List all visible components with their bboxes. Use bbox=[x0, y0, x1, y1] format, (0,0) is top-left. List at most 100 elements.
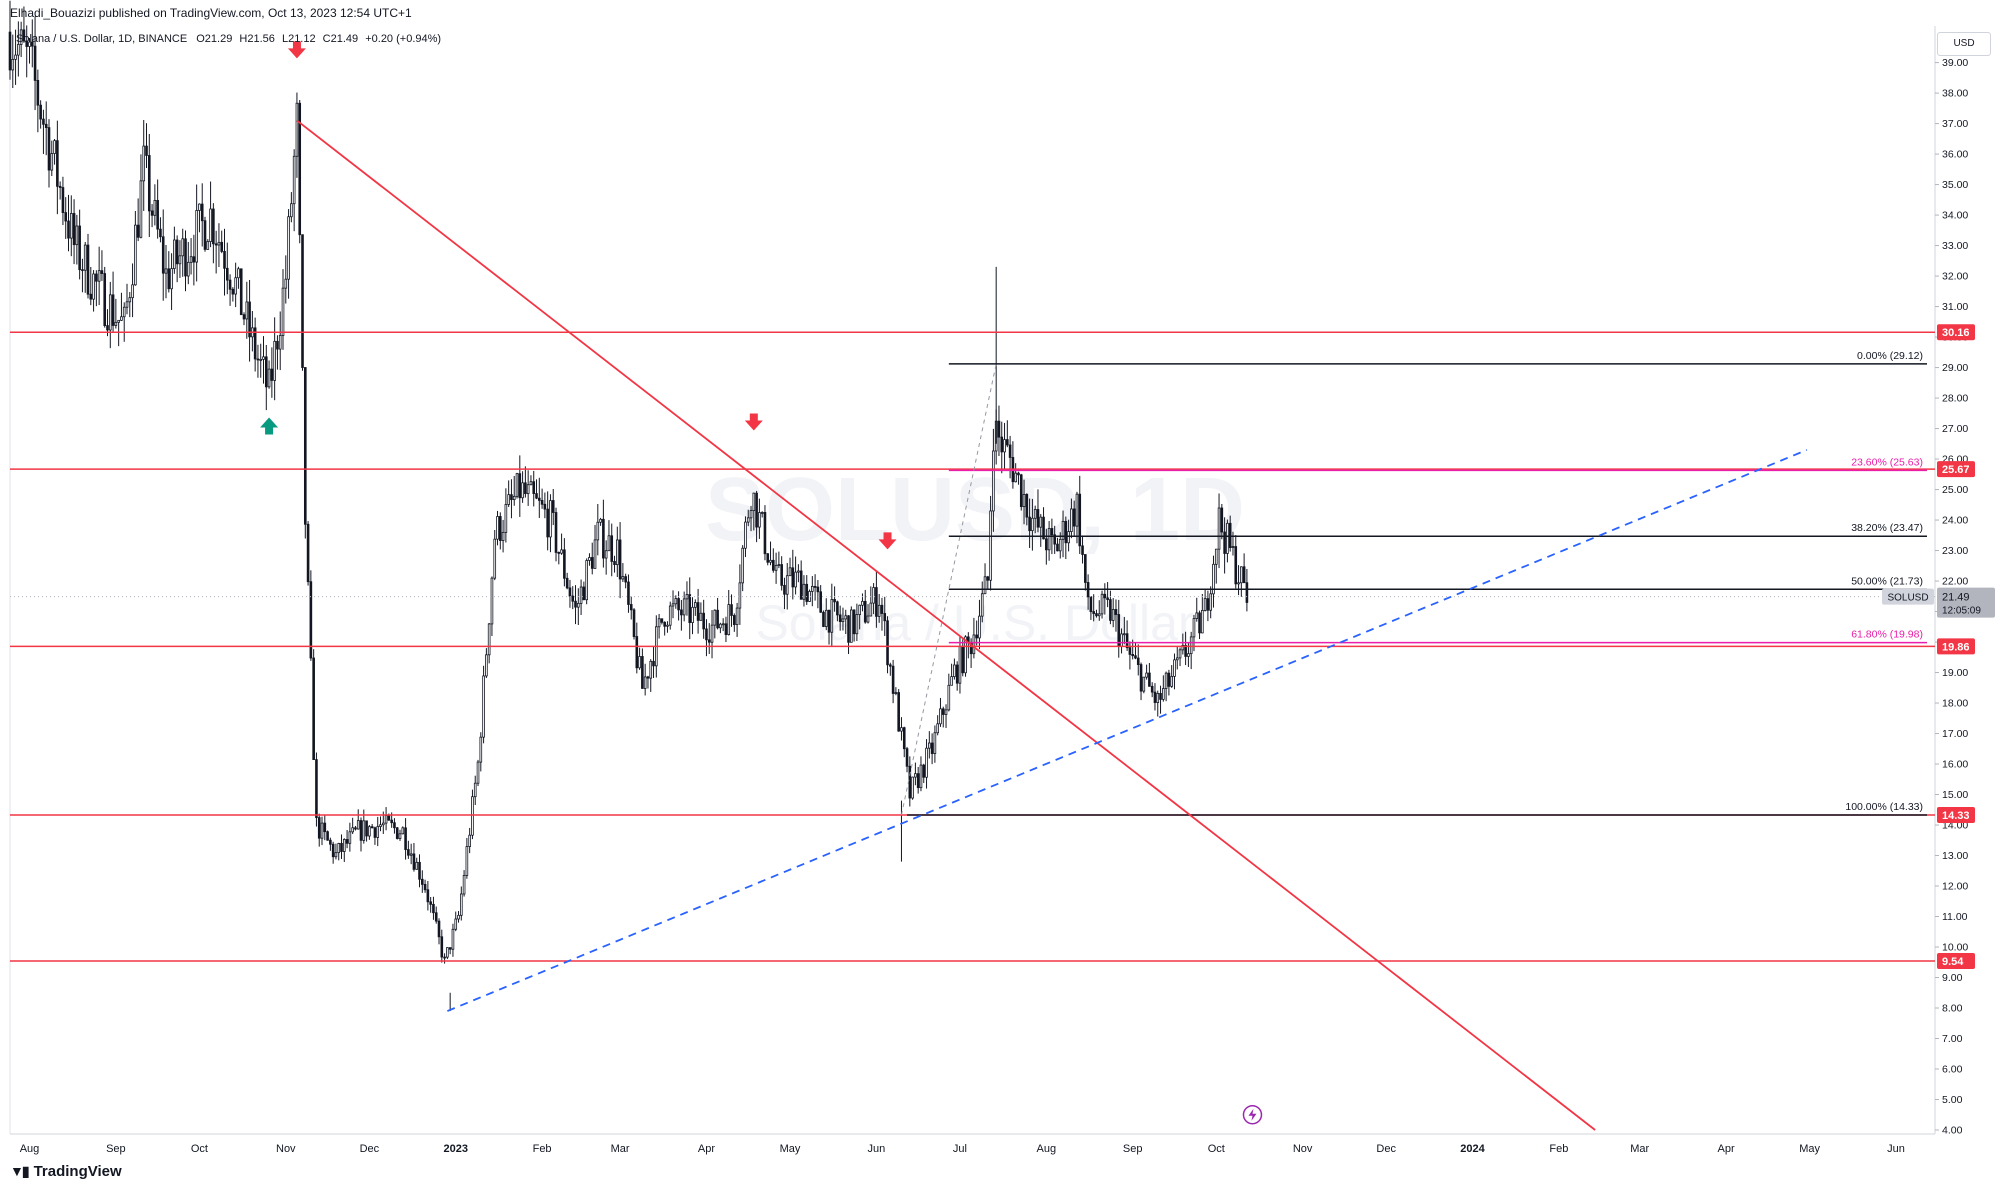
tradingview-logo[interactable]: ▼▮ TradingView bbox=[10, 1163, 122, 1180]
price-tick-label: 11.00 bbox=[1942, 911, 1968, 923]
candle-body bbox=[390, 819, 393, 824]
candle-body bbox=[802, 583, 806, 600]
candle-body bbox=[298, 102, 302, 236]
symbol-tag-box bbox=[1882, 588, 1934, 605]
candle bbox=[788, 557, 792, 577]
candle-body bbox=[108, 294, 112, 331]
time-axis[interactable]: Aug Sep Oct Nov Dec 2023 Feb Mar Apr May Jun Jul Aug… bbox=[20, 1143, 1905, 1155]
candle bbox=[312, 649, 315, 760]
candle-body bbox=[448, 947, 452, 950]
candle-body bbox=[373, 827, 377, 838]
candle-body bbox=[902, 727, 906, 750]
candle-body bbox=[86, 244, 90, 295]
candle-body bbox=[420, 878, 424, 885]
candle bbox=[1095, 609, 1098, 618]
candle-body bbox=[200, 203, 204, 222]
candle-body bbox=[844, 615, 848, 620]
price-tick-label: 25.00 bbox=[1942, 484, 1968, 496]
candle bbox=[524, 466, 527, 498]
candle-body bbox=[1036, 509, 1040, 528]
candle bbox=[602, 499, 605, 568]
symbol-legend[interactable]: Solana / U.S. Dollar, 1D, BINANCE O21.29… bbox=[16, 33, 441, 45]
candle-body bbox=[329, 839, 332, 845]
price-tick-label: 13.00 bbox=[1942, 850, 1968, 862]
candle bbox=[643, 663, 647, 696]
candle-body bbox=[880, 604, 884, 614]
candle-body bbox=[270, 368, 274, 381]
candle-body bbox=[916, 773, 920, 789]
candle-body bbox=[173, 239, 176, 269]
candle-body bbox=[281, 287, 285, 336]
candle bbox=[462, 870, 466, 897]
candle-body bbox=[1045, 538, 1048, 551]
candle bbox=[791, 549, 795, 600]
candle-body bbox=[245, 301, 249, 320]
candle bbox=[1142, 676, 1146, 694]
candle bbox=[259, 343, 263, 378]
candle-body bbox=[290, 203, 293, 218]
fib-trend-trendline[interactable] bbox=[900, 363, 997, 816]
fibonacci-retracement[interactable]: 0.00% (29.12) 23.60% (25.63) 38.20% (23.47… bbox=[907, 350, 1927, 816]
candle bbox=[407, 840, 410, 859]
symbol-description[interactable]: Solana / U.S. Dollar, 1D, BINANCE bbox=[16, 33, 188, 45]
trendlines[interactable] bbox=[296, 119, 1808, 1131]
candle bbox=[1072, 500, 1076, 537]
candle bbox=[922, 763, 926, 784]
candle bbox=[1134, 642, 1137, 660]
level-tag-box bbox=[1937, 638, 1975, 655]
symbol-tag-text: SOLUSD bbox=[1887, 593, 1928, 604]
candle-body bbox=[933, 732, 937, 754]
candle bbox=[22, 6, 26, 43]
candle bbox=[122, 302, 126, 342]
candle bbox=[1092, 594, 1095, 622]
price-tick-label: 35.00 bbox=[1942, 179, 1968, 191]
candle-body bbox=[941, 708, 945, 715]
candle-body bbox=[1064, 520, 1068, 544]
uptrend-trendline[interactable] bbox=[447, 449, 1808, 1012]
candle bbox=[813, 574, 817, 601]
candle bbox=[1162, 675, 1165, 702]
candle bbox=[777, 551, 781, 569]
candle bbox=[485, 648, 488, 679]
candle bbox=[560, 533, 563, 555]
candle-body bbox=[1231, 546, 1235, 548]
level-tag-value: 9.54 bbox=[1942, 956, 1964, 968]
candle bbox=[872, 583, 875, 615]
time-tick-label: Aug bbox=[20, 1143, 40, 1155]
candle-body bbox=[521, 482, 524, 499]
candle bbox=[437, 918, 441, 945]
candle-body bbox=[359, 820, 363, 841]
candle-body bbox=[131, 284, 134, 299]
candle-body bbox=[306, 523, 310, 583]
candle bbox=[220, 230, 224, 254]
candle-body bbox=[694, 602, 697, 608]
candle-body bbox=[28, 41, 31, 47]
candle bbox=[529, 475, 533, 486]
candle bbox=[1170, 665, 1173, 688]
candle bbox=[1237, 565, 1240, 596]
level-tag-value: 25.67 bbox=[1942, 464, 1970, 476]
candle-body bbox=[613, 561, 616, 566]
candle bbox=[863, 589, 867, 624]
price-tick-label: 34.00 bbox=[1942, 210, 1968, 222]
candle-body bbox=[437, 920, 441, 938]
currency-button[interactable]: USD bbox=[1937, 32, 1991, 56]
candle-body bbox=[638, 656, 641, 669]
candle bbox=[209, 181, 212, 248]
candle-body bbox=[493, 538, 497, 579]
candle bbox=[459, 886, 463, 921]
level-price-tag: 19.86 bbox=[1937, 638, 1975, 655]
candle-body bbox=[198, 203, 201, 211]
candle bbox=[1242, 553, 1246, 584]
downtrend-trendline[interactable] bbox=[296, 119, 1596, 1131]
candle bbox=[195, 184, 198, 282]
candle bbox=[1028, 498, 1031, 549]
candle-body bbox=[549, 500, 552, 538]
time-tick-label: May bbox=[1799, 1143, 1820, 1155]
candle bbox=[393, 818, 396, 834]
lightning-event-icon[interactable] bbox=[1242, 1105, 1263, 1125]
footer: ▼▮ TradingView bbox=[0, 1155, 1999, 1189]
candle-body bbox=[8, 31, 12, 71]
candle-body bbox=[284, 278, 288, 289]
